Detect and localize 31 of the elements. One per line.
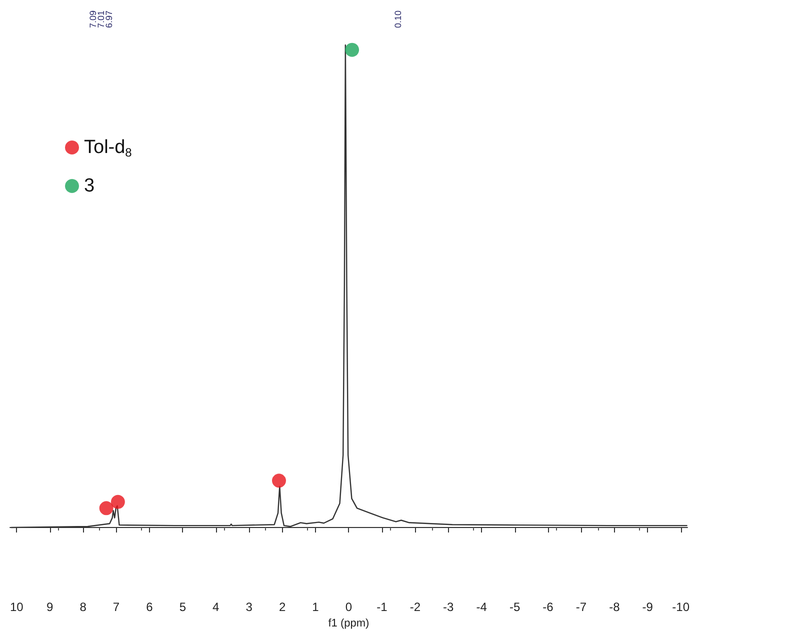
x-tick-label: 9 — [46, 600, 54, 614]
text: 6.97 — [104, 10, 114, 28]
x-tick-label: 5 — [179, 600, 186, 614]
point — [110, 494, 125, 509]
x-tick-label: 0 — [345, 600, 352, 614]
x-tick-label: 4 — [212, 600, 220, 614]
point — [345, 42, 360, 57]
text: 7.01 — [96, 10, 106, 28]
point — [99, 501, 114, 516]
legend-label: 3 — [84, 176, 95, 196]
x-tick-label: -7 — [576, 600, 587, 614]
x-tick-label: 10 — [10, 600, 24, 614]
x-tick-label: -10 — [672, 600, 690, 614]
x-tick-label: -5 — [509, 600, 520, 614]
x-tick-label: 3 — [246, 600, 253, 614]
x-tick-label: 7 — [112, 600, 120, 614]
x-axis-title: f1 (ppm) — [328, 618, 370, 630]
x-tick-label: -8 — [609, 600, 620, 614]
x-tick-label: 8 — [80, 600, 87, 614]
x-tick-label: 1 — [312, 600, 320, 614]
x-tick-label: 2 — [278, 600, 286, 614]
x-tick-label: -4 — [476, 600, 488, 614]
x-tick-label: -1 — [376, 600, 388, 614]
x-tick-label: -3 — [443, 600, 454, 614]
x-tick-label: -2 — [410, 600, 421, 614]
x-tick-label: -6 — [542, 600, 554, 614]
x-tick-label: -9 — [642, 600, 654, 614]
point — [272, 474, 286, 488]
x-tick-label: 6 — [146, 600, 154, 614]
text: 7.09 — [88, 10, 98, 28]
text: 0.10 — [393, 10, 403, 28]
